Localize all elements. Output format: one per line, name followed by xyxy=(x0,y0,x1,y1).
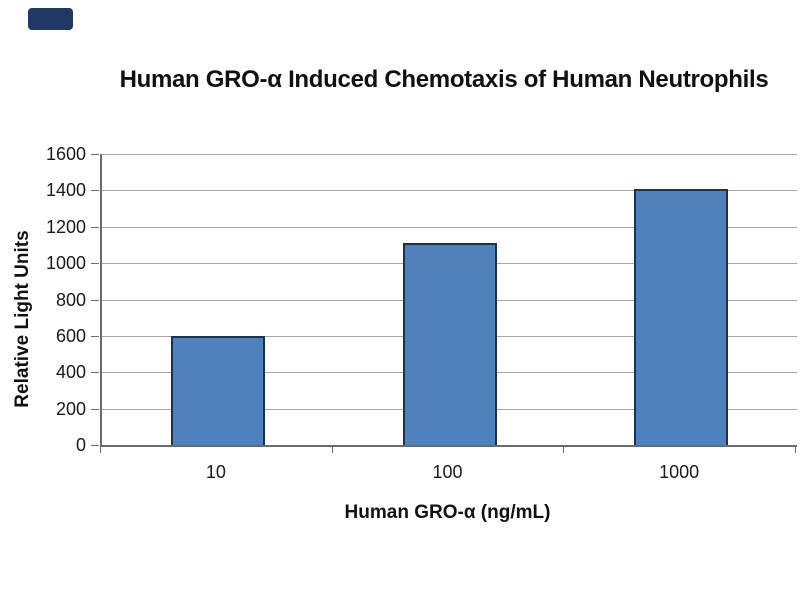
y-tick-label: 600 xyxy=(55,325,86,346)
x-axis-title: Human GRO-α (ng/mL) xyxy=(344,502,551,523)
y-tick-label: 1400 xyxy=(45,180,86,201)
bar xyxy=(402,243,497,445)
corner-mark xyxy=(28,8,73,30)
x-tick-mark xyxy=(563,446,565,453)
y-tick-label: 1200 xyxy=(45,216,86,237)
bar xyxy=(634,189,729,445)
y-tick-mark xyxy=(91,263,99,265)
plot-area xyxy=(100,154,797,447)
y-tick-label: 800 xyxy=(55,289,86,310)
bar xyxy=(170,336,265,445)
y-tick-mark xyxy=(91,154,99,155)
y-tick-mark xyxy=(91,299,99,301)
y-tick-label: 0 xyxy=(75,435,86,455)
y-tick-mark xyxy=(91,190,99,192)
x-tick-mark xyxy=(100,446,101,453)
y-tick-label: 1600 xyxy=(45,144,86,164)
y-tick-label: 200 xyxy=(55,398,86,419)
x-category-label: 100 xyxy=(432,462,463,482)
chart-title: Human GRO-α Induced Chemotaxis of Human … xyxy=(119,66,769,93)
x-category-label: 10 xyxy=(205,462,226,482)
y-tick-label: 1000 xyxy=(45,253,86,274)
x-category-label: 1000 xyxy=(659,462,700,482)
y-tick-mark xyxy=(91,445,99,446)
x-tick-mark xyxy=(795,446,796,453)
y-tick-mark xyxy=(91,408,99,410)
gridline xyxy=(102,190,797,192)
y-tick-mark xyxy=(91,372,99,374)
y-tick-label: 400 xyxy=(55,362,86,383)
x-tick-mark xyxy=(331,446,333,453)
y-tick-mark xyxy=(91,226,99,228)
gridline xyxy=(102,226,797,228)
y-tick-mark xyxy=(91,335,99,337)
gridline xyxy=(102,154,797,155)
